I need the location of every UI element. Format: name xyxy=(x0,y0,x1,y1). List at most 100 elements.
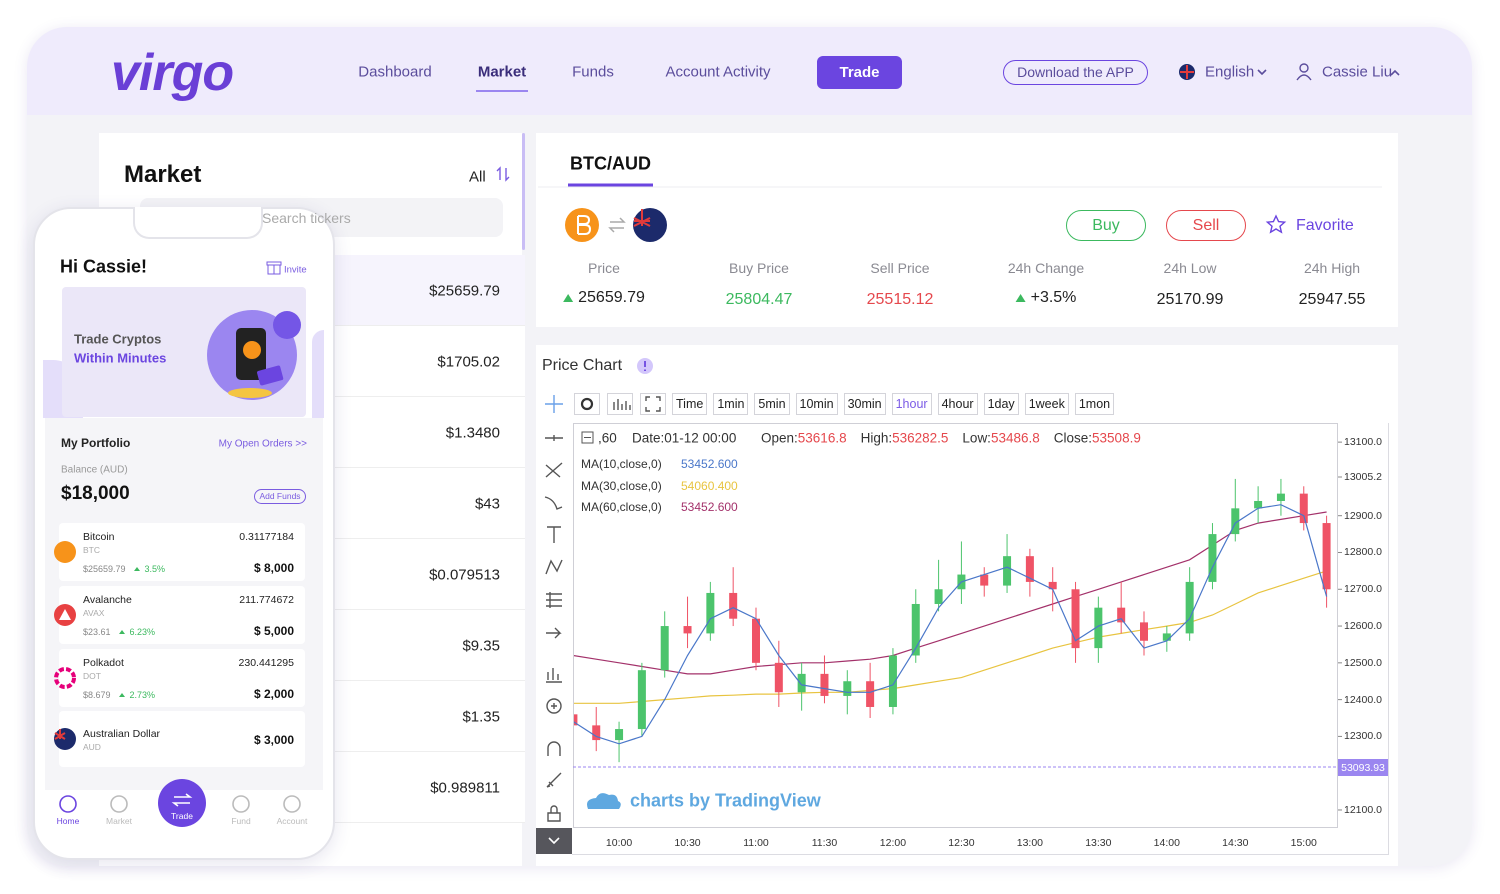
market-price: $9.35 xyxy=(462,637,500,655)
x-tick-label: 10:30 xyxy=(674,837,701,849)
invite-link[interactable]: Invite xyxy=(284,264,307,276)
interval-button[interactable]: Time xyxy=(672,393,708,415)
legend-value: 54060.400 xyxy=(681,478,738,493)
watermark: charts by TradingView xyxy=(630,790,821,811)
interval-button[interactable]: 1week xyxy=(1024,393,1069,415)
y-tick-label: 12600.0 xyxy=(1344,620,1382,633)
ohlc-value: 53486.8 xyxy=(990,430,1040,446)
legend-value: 53452.600 xyxy=(681,500,738,514)
asset-price-row: $8.679 2.73% xyxy=(83,690,155,700)
interval-button[interactable]: 4hour xyxy=(937,393,978,415)
add-funds-button[interactable]: Add Funds xyxy=(254,489,306,504)
ohlc-label: High: xyxy=(860,430,893,446)
asset-card[interactable] xyxy=(59,523,305,581)
asset-card[interactable] xyxy=(59,586,305,644)
chart-date: Date:01-12 00:00 xyxy=(632,430,737,446)
phone-notch xyxy=(133,207,263,239)
ohlc-value: 536282.5 xyxy=(892,430,949,446)
asset-price: $25659.79 xyxy=(83,564,126,574)
market-price: $0.079513 xyxy=(429,566,500,584)
ohlc-value: 53616.8 xyxy=(797,430,847,446)
sell-button[interactable]: Sell xyxy=(1166,210,1246,241)
asset-value: $ 5,000 xyxy=(253,624,294,638)
nav-link[interactable]: Account Activity xyxy=(665,63,771,81)
tab-label[interactable]: Trade xyxy=(171,811,193,821)
ohlc-item: Close:53508.9 xyxy=(1054,431,1141,446)
interval-button[interactable]: 30min xyxy=(843,393,886,415)
interval-button[interactable]: 10min xyxy=(795,393,838,415)
nav-link[interactable]: Market xyxy=(477,63,527,81)
nav-link[interactable]: Dashboard xyxy=(358,63,432,81)
asset-price-row: $23.61 6.23% xyxy=(83,627,155,637)
interval-button[interactable]: 1day xyxy=(983,393,1019,415)
indicators-button[interactable] xyxy=(607,393,633,415)
interval-button[interactable]: 1mon xyxy=(1074,393,1115,415)
interval-button[interactable]: 1hour xyxy=(891,393,932,415)
x-tick-label: 14:30 xyxy=(1222,837,1249,849)
asset-name: Bitcoin xyxy=(83,531,115,543)
asset-name: Polkadot xyxy=(83,657,124,669)
asset-card[interactable] xyxy=(59,649,305,707)
legend-name: MA(30,close,0) xyxy=(581,478,662,493)
balance: $18,000 xyxy=(61,483,130,504)
stat-value: 25804.47 xyxy=(725,291,793,308)
ohlc-value: 53508.9 xyxy=(1092,430,1141,446)
language-selector[interactable]: English xyxy=(1205,63,1255,81)
asset-symbol: DOT xyxy=(83,671,101,681)
buy-button[interactable]: Buy xyxy=(1066,210,1146,241)
stat-label: Sell Price xyxy=(870,260,930,276)
market-price: $0.989811 xyxy=(430,779,500,797)
y-tick-label: 12800.0 xyxy=(1344,546,1382,559)
gear-button[interactable] xyxy=(574,393,600,415)
legend-name: MA(60,close,0) xyxy=(581,500,662,514)
open-orders-link[interactable]: My Open Orders >> xyxy=(218,438,307,450)
stat-value-row: 25804.47 xyxy=(726,291,793,309)
asset-card[interactable] xyxy=(59,711,305,767)
y-tick-label: 13100.0 xyxy=(1344,436,1382,449)
tab-label[interactable]: Fund xyxy=(231,816,251,826)
tab-label[interactable]: Home xyxy=(56,816,80,826)
stat-value-row: 25659.79 xyxy=(563,289,645,307)
stat-label: 24h Change xyxy=(1007,260,1085,276)
interval-button[interactable]: 5min xyxy=(754,393,790,415)
price-chart-title: Price Chart xyxy=(542,357,623,374)
nav-link[interactable]: Funds xyxy=(572,63,614,81)
greeting: Hi Cassie! xyxy=(60,256,148,277)
stat-value-row: +3.5% xyxy=(1015,289,1076,307)
asset-amount: 230.441295 xyxy=(238,657,294,669)
x-tick-label: 15:00 xyxy=(1290,837,1317,849)
chart-frame xyxy=(573,423,1338,828)
interval-button[interactable]: 1min xyxy=(713,393,749,415)
tab-label[interactable]: Market xyxy=(106,816,132,826)
favorite-button[interactable]: Favorite xyxy=(1296,217,1354,234)
x-tick-label: 13:30 xyxy=(1085,837,1112,849)
asset-name: Australian Dollar xyxy=(83,728,161,740)
ohlc-item: Low:53486.8 xyxy=(962,431,1039,446)
y-tick-label: 12500.0 xyxy=(1344,656,1382,669)
asset-value: $ 2,000 xyxy=(253,687,294,701)
stat-value: 25659.79 xyxy=(578,289,645,306)
asset-change: 2.73% xyxy=(129,690,156,700)
tool-expand[interactable] xyxy=(536,828,572,854)
search-placeholder: Search tickers xyxy=(262,210,351,226)
stat-label: 24h High xyxy=(1303,260,1361,276)
stat-label: 24h Low xyxy=(1163,260,1217,276)
balance-label: Balance (AUD) xyxy=(61,464,128,476)
download-button[interactable]: Download the APP xyxy=(1003,60,1148,85)
up-arrow xyxy=(133,567,140,571)
user-menu[interactable]: Cassie Liu xyxy=(1322,63,1393,81)
y-tick-label: 12300.0 xyxy=(1344,730,1382,743)
up-arrow xyxy=(118,630,125,634)
pair-tab[interactable]: BTC/AUD xyxy=(570,153,651,174)
fullscreen-button[interactable] xyxy=(640,393,666,415)
asset-symbol: AUD xyxy=(83,742,101,752)
market-filter[interactable]: All xyxy=(469,168,486,186)
asset-change: 6.23% xyxy=(129,627,156,637)
tab-label[interactable]: Account xyxy=(276,816,308,826)
ohlc-row: Open:53616.8 High:536282.5 Low:53486.8 Clos… xyxy=(761,431,1141,446)
up-arrow xyxy=(563,294,574,302)
up-arrow xyxy=(118,693,125,697)
trade-button[interactable]: Trade xyxy=(817,56,902,89)
portfolio-title: My Portfolio xyxy=(61,436,131,450)
x-tick-label: 10:00 xyxy=(605,837,633,849)
